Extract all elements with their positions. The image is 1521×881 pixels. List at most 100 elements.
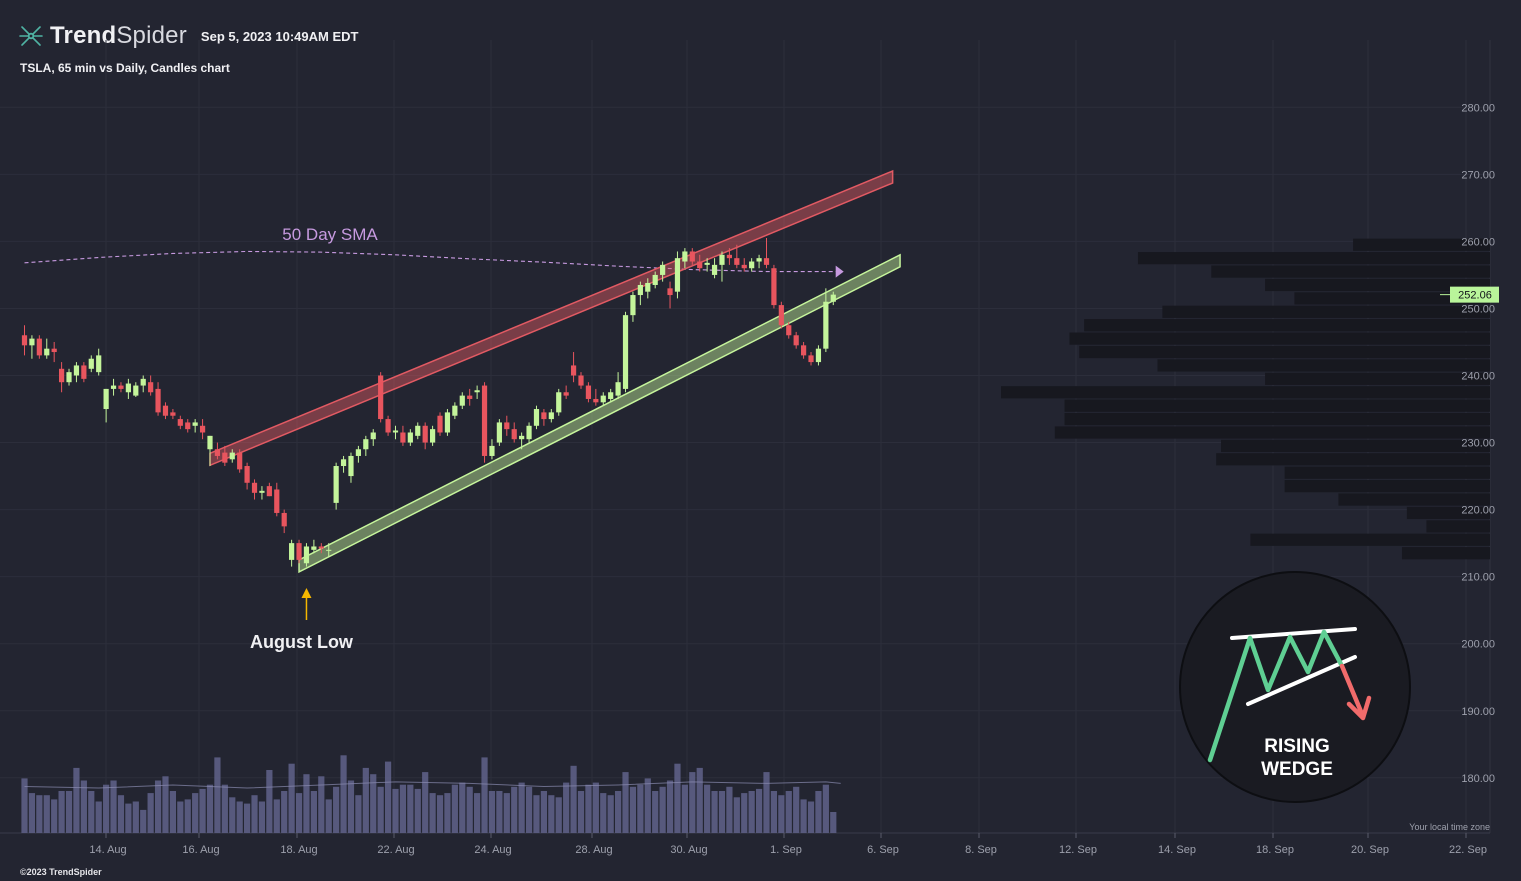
candle-body — [734, 258, 740, 265]
y-tick-label: 230.00 — [1461, 438, 1495, 450]
candle-body — [793, 335, 799, 346]
candle-body — [674, 258, 681, 292]
candle — [110, 378, 117, 396]
candle-body — [96, 355, 102, 373]
volume-bar — [496, 791, 503, 833]
volume-bar — [169, 791, 176, 833]
candle — [185, 419, 191, 433]
candle-body — [504, 422, 510, 430]
candle-body — [355, 449, 361, 456]
candle-body — [593, 398, 599, 403]
candlestick-series[interactable] — [21, 238, 836, 567]
volume-bar — [281, 791, 288, 833]
volume-bar — [770, 791, 778, 833]
volume-bar — [162, 776, 169, 833]
volume-bar — [711, 791, 718, 833]
candle — [148, 375, 154, 396]
candle — [88, 355, 94, 373]
candle — [222, 445, 228, 467]
y-tick-label: 180.00 — [1461, 773, 1495, 785]
volume-bar — [221, 784, 228, 833]
candle-body — [719, 254, 725, 265]
volume-bar — [132, 801, 139, 833]
sma-line — [24, 250, 841, 273]
volume-bar — [800, 799, 807, 833]
candle — [118, 382, 124, 393]
candle-body — [808, 355, 814, 363]
candle-body — [726, 254, 732, 259]
volume-bar — [325, 799, 332, 833]
candle-body — [340, 459, 347, 467]
candle-body — [608, 392, 614, 399]
x-tick-label: 24. Aug — [474, 844, 511, 856]
candle-body — [333, 466, 339, 503]
volume-bar — [577, 791, 585, 833]
volume-bar — [206, 784, 214, 833]
volume-bar — [273, 799, 280, 833]
candle-body — [682, 251, 688, 262]
candle — [59, 362, 65, 393]
volume-bar — [689, 772, 696, 833]
candle-body — [415, 425, 421, 436]
candle — [51, 341, 57, 363]
volume-bar — [615, 791, 622, 833]
candle-body — [385, 419, 391, 433]
down-arrow-icon — [1346, 695, 1372, 721]
volume-bar — [474, 793, 481, 833]
candle-body — [378, 375, 384, 420]
candle — [340, 455, 347, 473]
volume-bar — [295, 793, 303, 833]
candle-body — [348, 455, 354, 477]
candle — [652, 271, 658, 289]
candle — [66, 368, 72, 386]
candle — [140, 375, 146, 393]
volume-moving-average — [24, 781, 841, 789]
wedge-lower-line — [1246, 655, 1357, 706]
candle — [237, 449, 243, 473]
candle — [726, 248, 732, 265]
candle-body — [430, 429, 436, 443]
volume-bar — [392, 788, 399, 833]
wedge-upper-line — [1230, 627, 1357, 640]
candle — [719, 251, 725, 282]
volume-bar — [815, 791, 822, 833]
up-arrow-icon — [301, 588, 312, 598]
candle — [96, 348, 102, 376]
volume-bar — [58, 791, 65, 833]
candle-body — [563, 392, 569, 396]
candle-body — [73, 365, 80, 376]
candle — [125, 378, 131, 399]
candle-body — [519, 435, 525, 440]
candle-body — [66, 372, 72, 383]
breakdown-path — [1339, 663, 1365, 717]
axis-layer: 180.00 190.00 200.00 210.00 220.00 230.00 240.… — [89, 102, 1499, 856]
volume-bar — [214, 757, 221, 833]
volume-bar — [177, 801, 184, 833]
brand-light: Spider — [116, 22, 187, 49]
y-tick-label: 270.00 — [1461, 169, 1495, 181]
sma-50-line: 50 Day SMA — [24, 225, 844, 278]
volume-bar — [681, 784, 688, 833]
volume-bar — [28, 793, 36, 833]
candle-body — [578, 375, 584, 386]
volume-bar — [696, 767, 703, 833]
volume-profile-row — [1401, 547, 1490, 560]
candle-body — [667, 288, 673, 296]
candle-body — [296, 543, 302, 560]
volume-bar — [88, 791, 95, 833]
candle-body — [407, 432, 413, 443]
candle-body — [133, 385, 139, 396]
candle-body — [222, 452, 228, 463]
volume-bar — [103, 784, 110, 833]
brand-name: TrendSpider — [50, 22, 187, 50]
candle — [437, 412, 443, 436]
candle-body — [452, 405, 458, 416]
volume-profile-row — [1250, 533, 1490, 546]
volume-bar — [377, 786, 384, 833]
candle — [801, 341, 807, 359]
candle — [444, 409, 451, 436]
candle-body — [763, 258, 770, 265]
candle — [378, 372, 384, 423]
